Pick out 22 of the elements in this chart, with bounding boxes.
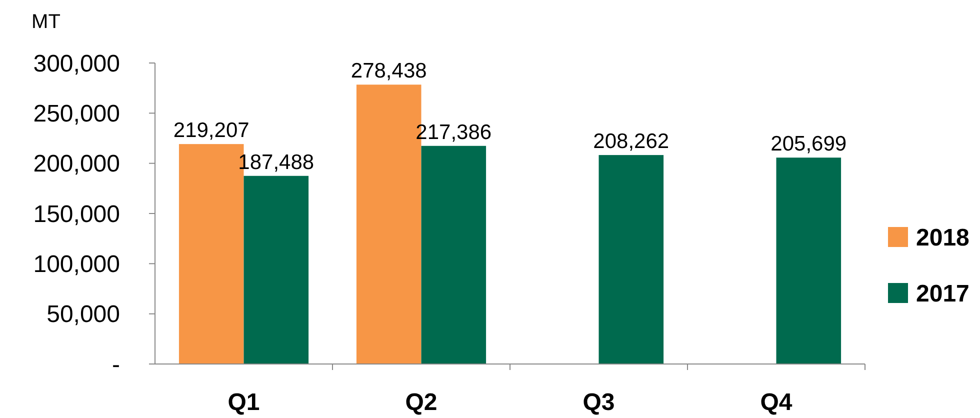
bar xyxy=(776,158,842,364)
x-tick-label: Q2 xyxy=(405,389,438,416)
x-tick-label: Q1 xyxy=(228,389,260,416)
bar xyxy=(421,146,486,364)
y-tick-label: 50,000 xyxy=(46,301,120,328)
legend-label: 2017 xyxy=(916,280,970,308)
y-tick-label: - xyxy=(112,351,120,378)
x-tick-label: Q4 xyxy=(760,389,793,416)
bar xyxy=(598,155,664,364)
x-tick-label: Q3 xyxy=(582,389,615,416)
y-axis-title: MT xyxy=(32,11,60,33)
y-tick-label: 150,000 xyxy=(33,200,120,228)
data-label: 219,207 xyxy=(173,119,250,142)
y-tick-label: 250,000 xyxy=(33,100,120,128)
y-tick-label: 300,000 xyxy=(33,50,120,78)
legend-label: 2018 xyxy=(916,224,970,252)
data-label: 278,438 xyxy=(350,60,427,83)
y-tick-label: 100,000 xyxy=(33,251,120,278)
data-label: 205,699 xyxy=(770,132,847,156)
data-label: 208,262 xyxy=(593,130,670,154)
bar xyxy=(244,176,309,364)
y-tick-label: 200,000 xyxy=(33,150,120,178)
